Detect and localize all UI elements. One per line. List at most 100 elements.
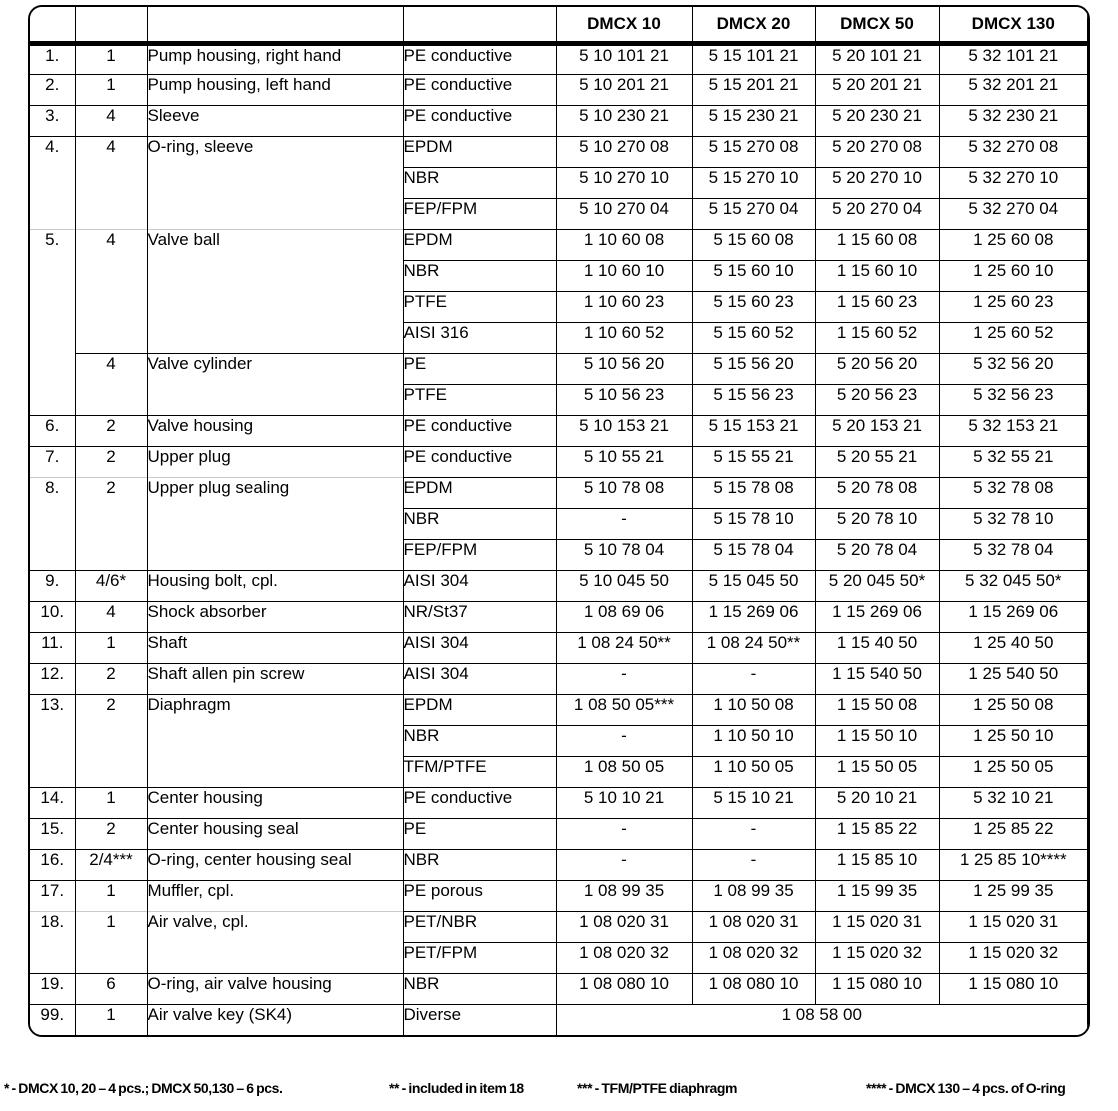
table-row: PTFE 1 10 60 23 5 15 60 23 1 15 60 23 1 25 6… [30,290,1088,322]
item-number-cell: 4. [30,135,76,229]
part-number-cell: - [556,662,693,694]
quantity-cell: 1 [75,910,148,973]
part-number-cell: 5 32 270 04 [939,197,1088,229]
table-row: 99. 1 Air valve key (SK4) Diverse 1 08 58 00 [30,1003,1088,1035]
table-row: NBR -1 10 50 10 1 15 50 10 1 25 50 10 [30,724,1088,756]
footnote-2: ** - included in item 18 [389,1080,524,1096]
part-number-cell: 5 32 101 21 [939,42,1088,74]
part-number-cell: 1 08 99 35 [556,879,693,911]
part-number-cell: 5 10 201 21 [556,73,693,105]
part-number-cell: 5 10 270 04 [556,197,693,229]
header-dmcx20: DMCX 20 [692,7,816,46]
part-number-cell: 1 08 020 31 [556,910,693,942]
part-number-cell: 1 10 50 08 [692,693,816,725]
part-number-cell: 5 20 270 10 [815,166,940,198]
table-row: 4 Valve cylinder PE 5 10 56 20 5 15 56 20 5 2… [30,352,1088,415]
material-cell: PET/NBR [403,910,557,942]
quantity-cell: 2 [75,445,148,477]
part-number-cell: 5 20 56 20 [815,352,940,384]
part-number-cell: 1 15 60 08 [815,228,940,260]
item-number-cell: 12. [30,662,76,694]
material-cell: Diverse [403,1003,557,1035]
part-number-cell: 5 10 045 50 [556,569,693,601]
part-number-cell: 1 10 50 10 [692,724,816,756]
header-qty-col [75,7,148,46]
table-row: PTFE 5 10 56 23 5 15 56 23 5 20 56 23 5 32 5… [30,383,1088,415]
part-number-cell: 1 15 99 35 [815,879,940,911]
part-number-cell: 5 15 60 52 [692,321,816,353]
material-cell: AISI 304 [403,662,557,694]
description-cell: Shaft allen pin screw [147,662,404,694]
material-cell: PTFE [403,290,557,322]
part-number-cell: 5 15 153 21 [692,414,816,446]
quantity-cell: 4 [75,228,148,353]
part-number-cell: 1 08 24 50** [556,631,693,663]
part-number-cell: 5 20 101 21 [815,42,940,74]
part-number-cell: 5 15 201 21 [692,73,816,105]
part-number-cell: - [556,724,693,756]
part-number-cell: 1 15 60 23 [815,290,940,322]
table-row: 15. 2 Center housing seal PE - -1 15 85 22 1 2… [30,817,1088,849]
part-number-cell: 1 15 020 31 [939,910,1088,942]
part-number-cell: 5 15 230 21 [692,104,816,136]
part-number-cell: 5 10 270 08 [556,135,693,167]
part-number-cell: 1 08 080 10 [556,972,693,1004]
material-cell: EPDM [403,228,557,260]
quantity-cell: 1 [75,1003,148,1035]
description-cell: Valve housing [147,414,404,446]
part-number-cell: 1 15 080 10 [815,972,940,1004]
part-number-merged-cell: 1 08 58 00 [556,1003,1088,1035]
part-number-cell: 5 20 78 10 [815,507,940,539]
part-number-cell: 1 15 540 50 [815,662,940,694]
table-row: 11. 1 Shaft AISI 304 1 08 24 50** 1 08 24 50*… [30,631,1088,663]
part-number-cell: 5 32 78 10 [939,507,1088,539]
part-number-cell: 5 15 60 10 [692,259,816,291]
header-material-col [403,7,557,46]
quantity-cell: 2 [75,414,148,446]
part-number-cell: 1 10 60 23 [556,290,693,322]
part-number-cell: 5 20 55 21 [815,445,940,477]
table-row: 14. 1 Center housing PE conductive 5 10 10 2… [30,786,1088,818]
description-cell: Valve ball [147,228,404,353]
quantity-cell: 1 [75,631,148,663]
material-cell: PE [403,817,557,849]
material-cell: PE conductive [403,73,557,105]
part-number-cell: 5 10 56 20 [556,352,693,384]
part-number-cell: 1 25 60 08 [939,228,1088,260]
part-number-cell: 5 15 045 50 [692,569,816,601]
part-number-cell: 5 10 270 10 [556,166,693,198]
table-row: PET/FPM 1 08 020 32 1 08 020 32 1 15 020 32… [30,941,1088,973]
part-number-cell: 5 32 56 23 [939,383,1088,415]
part-number-cell: 5 20 10 21 [815,786,940,818]
material-cell: EPDM [403,476,557,508]
quantity-cell: 1 [75,786,148,818]
part-number-cell: 1 15 50 10 [815,724,940,756]
description-cell: Pump housing, left hand [147,73,404,105]
header-item-col [30,7,76,46]
part-number-cell: 5 15 78 04 [692,538,816,570]
quantity-cell: 1 [75,73,148,105]
part-number-cell: 5 15 101 21 [692,42,816,74]
material-cell: PE conductive [403,42,557,74]
part-number-cell: 1 25 60 10 [939,259,1088,291]
part-number-cell: - [692,662,816,694]
part-number-cell: 5 10 153 21 [556,414,693,446]
material-cell: FEP/FPM [403,538,557,570]
footnote-1: * - DMCX 10, 20 – 4 pcs.; DMCX 50,130 – … [4,1080,283,1096]
part-number-cell: 5 32 56 20 [939,352,1088,384]
part-number-cell: - [556,507,693,539]
part-number-cell: 5 20 270 04 [815,197,940,229]
description-cell: Housing bolt, cpl. [147,569,404,601]
part-number-cell: 5 32 270 08 [939,135,1088,167]
description-cell: Upper plug sealing [147,476,404,570]
table-row: 3. 4 Sleeve PE conductive 5 10 230 21 5 15 23… [30,104,1088,136]
part-number-cell: 1 15 40 50 [815,631,940,663]
part-number-cell: 5 15 10 21 [692,786,816,818]
quantity-cell: 2 [75,476,148,570]
description-cell: Shaft [147,631,404,663]
table-row: FEP/FPM 5 10 78 04 5 15 78 04 5 20 78 04 5 3… [30,538,1088,570]
part-number-cell: 1 10 60 08 [556,228,693,260]
item-number-cell: 14. [30,786,76,818]
part-number-cell: 1 08 020 32 [692,941,816,973]
part-number-cell: 5 15 56 20 [692,352,816,384]
